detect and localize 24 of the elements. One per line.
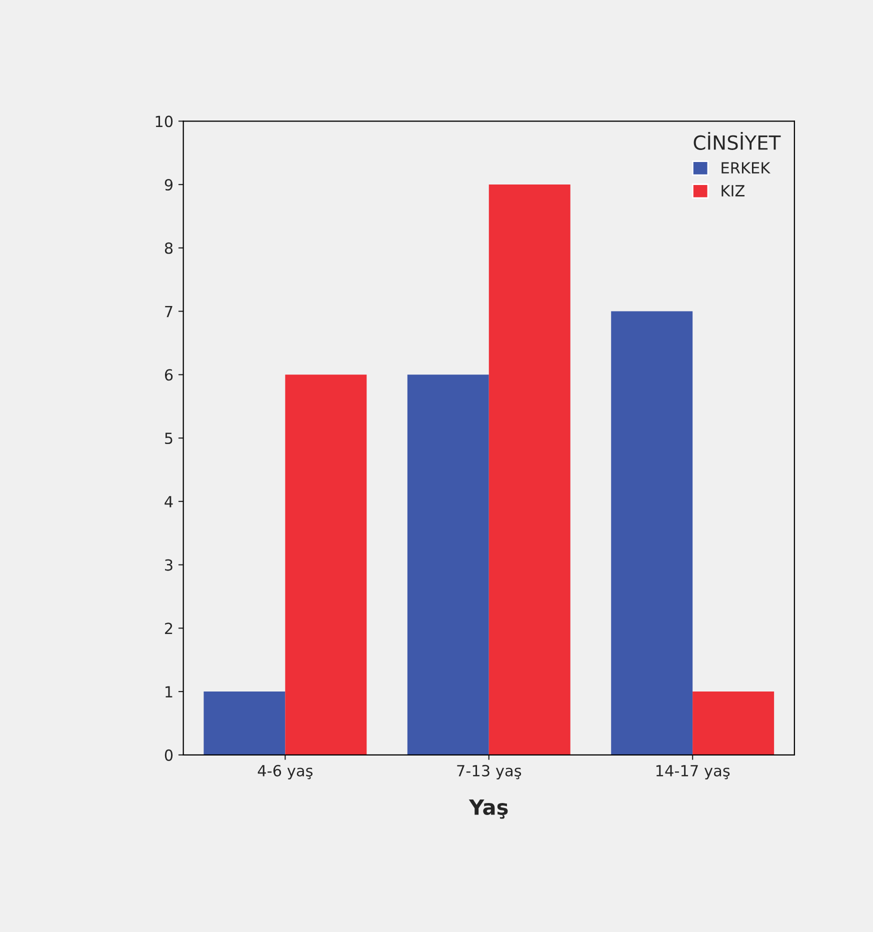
y-tick-label: 10 bbox=[156, 116, 173, 128]
bar bbox=[488, 184, 570, 755]
legend-label: KIZ bbox=[722, 185, 745, 196]
legend-title: CİNSİYET bbox=[694, 132, 781, 150]
bar bbox=[407, 374, 489, 755]
y-tick-label: 5 bbox=[165, 432, 172, 444]
y-tick-label: 7 bbox=[165, 306, 172, 318]
y-tick-label: 0 bbox=[164, 749, 173, 761]
y-tick-label: 9 bbox=[164, 179, 173, 191]
y-tick-label: 1 bbox=[166, 686, 172, 698]
legend-label: ERKEK bbox=[722, 162, 770, 174]
y-tick-label: 6 bbox=[164, 369, 173, 381]
bar bbox=[611, 311, 693, 755]
y-tick-label: 3 bbox=[165, 559, 172, 571]
bar bbox=[692, 692, 774, 755]
x-tick-label: 14-17 yaş bbox=[656, 765, 730, 780]
x-tick-label: 4-6 yaş bbox=[258, 764, 313, 780]
x-tick-label: 7-13 yaş bbox=[457, 764, 522, 780]
y-tick-label: 4 bbox=[164, 496, 173, 508]
bar bbox=[285, 374, 367, 755]
bar bbox=[204, 692, 286, 755]
x-axis-title: Yaş bbox=[468, 800, 508, 819]
y-tick-label: 2 bbox=[165, 622, 172, 634]
y-tick-label: 8 bbox=[164, 242, 173, 254]
